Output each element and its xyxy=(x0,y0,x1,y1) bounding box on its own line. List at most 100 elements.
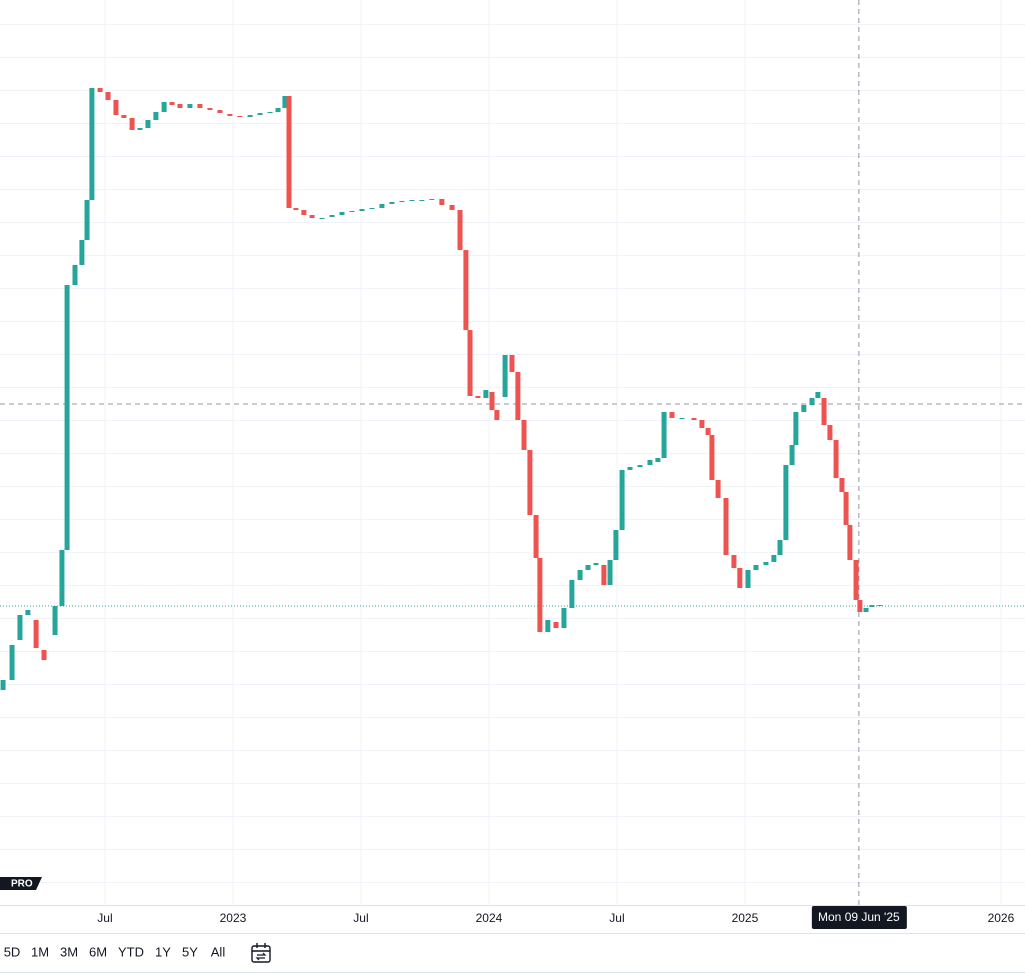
candle xyxy=(669,412,675,418)
candle xyxy=(509,355,515,372)
range-button[interactable]: YTD xyxy=(118,944,144,959)
candle xyxy=(709,435,715,480)
candle xyxy=(857,600,863,612)
candle xyxy=(257,113,263,115)
x-tick-label: 2026 xyxy=(988,911,1015,925)
candle xyxy=(52,606,58,635)
candle xyxy=(217,110,223,113)
x-tick-label: Jul xyxy=(609,911,624,925)
candle xyxy=(161,102,167,112)
candle xyxy=(17,615,23,640)
x-tick-label: 2024 xyxy=(476,911,503,925)
candle xyxy=(319,218,325,219)
crosshair-label: Mon 09 Jun '25 xyxy=(818,910,900,924)
candle xyxy=(833,440,839,478)
candle xyxy=(339,212,345,215)
candle xyxy=(771,555,777,562)
candle xyxy=(679,418,685,419)
candle xyxy=(737,568,743,588)
range-button[interactable]: 5Y xyxy=(182,944,198,959)
candle xyxy=(483,390,489,398)
candle xyxy=(801,405,807,412)
range-button[interactable]: 3M xyxy=(60,944,78,959)
candle xyxy=(329,215,335,217)
candle xyxy=(869,605,875,607)
candle xyxy=(489,392,495,410)
candle xyxy=(715,480,721,498)
candle xyxy=(637,465,643,467)
candle xyxy=(763,562,769,565)
candle xyxy=(197,104,203,108)
candle xyxy=(33,620,39,648)
candle xyxy=(577,570,583,580)
candle xyxy=(84,200,90,240)
candle xyxy=(502,355,508,397)
candle xyxy=(399,201,405,202)
range-button[interactable]: 1Y xyxy=(155,944,171,959)
x-tick-label: 2023 xyxy=(220,911,247,925)
candle xyxy=(877,605,883,606)
candle xyxy=(705,428,711,435)
candle xyxy=(41,650,47,660)
candle xyxy=(475,396,481,398)
candle xyxy=(145,120,151,128)
candle xyxy=(537,558,543,632)
range-button[interactable]: 6M xyxy=(89,944,107,959)
range-button[interactable]: 5D xyxy=(4,944,21,959)
candle xyxy=(745,570,751,588)
candle xyxy=(843,492,849,525)
x-tick-label: Jul xyxy=(353,911,368,925)
candle xyxy=(821,398,827,425)
candle xyxy=(0,680,6,690)
candle xyxy=(419,200,425,201)
candle xyxy=(789,445,795,465)
x-tick-label: Jul xyxy=(97,911,112,925)
candle xyxy=(286,96,292,208)
candle xyxy=(731,555,737,568)
range-button[interactable]: 1M xyxy=(31,944,49,959)
badge-text: PRO xyxy=(11,879,33,890)
candle xyxy=(847,525,853,560)
x-tick-label: 2025 xyxy=(732,911,759,925)
candle xyxy=(691,418,697,420)
candle xyxy=(237,116,243,117)
calendar-icon[interactable] xyxy=(251,943,271,963)
candle xyxy=(79,240,85,265)
candle xyxy=(777,540,783,555)
candle xyxy=(569,580,575,608)
candle xyxy=(607,560,613,585)
badge-shape xyxy=(0,877,42,890)
range-button[interactable]: All xyxy=(211,944,226,959)
candle xyxy=(369,208,375,209)
candle xyxy=(293,208,299,210)
candle xyxy=(227,114,233,116)
candle xyxy=(379,204,385,208)
candle xyxy=(113,100,119,115)
candle xyxy=(177,104,183,108)
candle xyxy=(449,205,455,210)
candle xyxy=(169,102,175,105)
candle xyxy=(72,265,78,285)
candle xyxy=(783,465,789,540)
candle xyxy=(527,450,533,515)
candle xyxy=(533,515,539,558)
candle xyxy=(521,420,527,450)
candle xyxy=(59,550,65,606)
candle xyxy=(282,96,288,108)
candle xyxy=(309,215,315,218)
candle xyxy=(121,115,127,118)
candle xyxy=(467,330,473,396)
candle xyxy=(25,610,31,615)
candle xyxy=(661,412,667,458)
candle xyxy=(827,425,833,440)
candle xyxy=(267,112,273,113)
candle xyxy=(753,565,759,570)
candle xyxy=(619,470,625,530)
candle xyxy=(647,460,653,465)
candle xyxy=(429,199,435,200)
candle xyxy=(89,88,95,200)
candle xyxy=(105,92,111,100)
candle xyxy=(349,211,355,212)
candle xyxy=(793,412,799,445)
